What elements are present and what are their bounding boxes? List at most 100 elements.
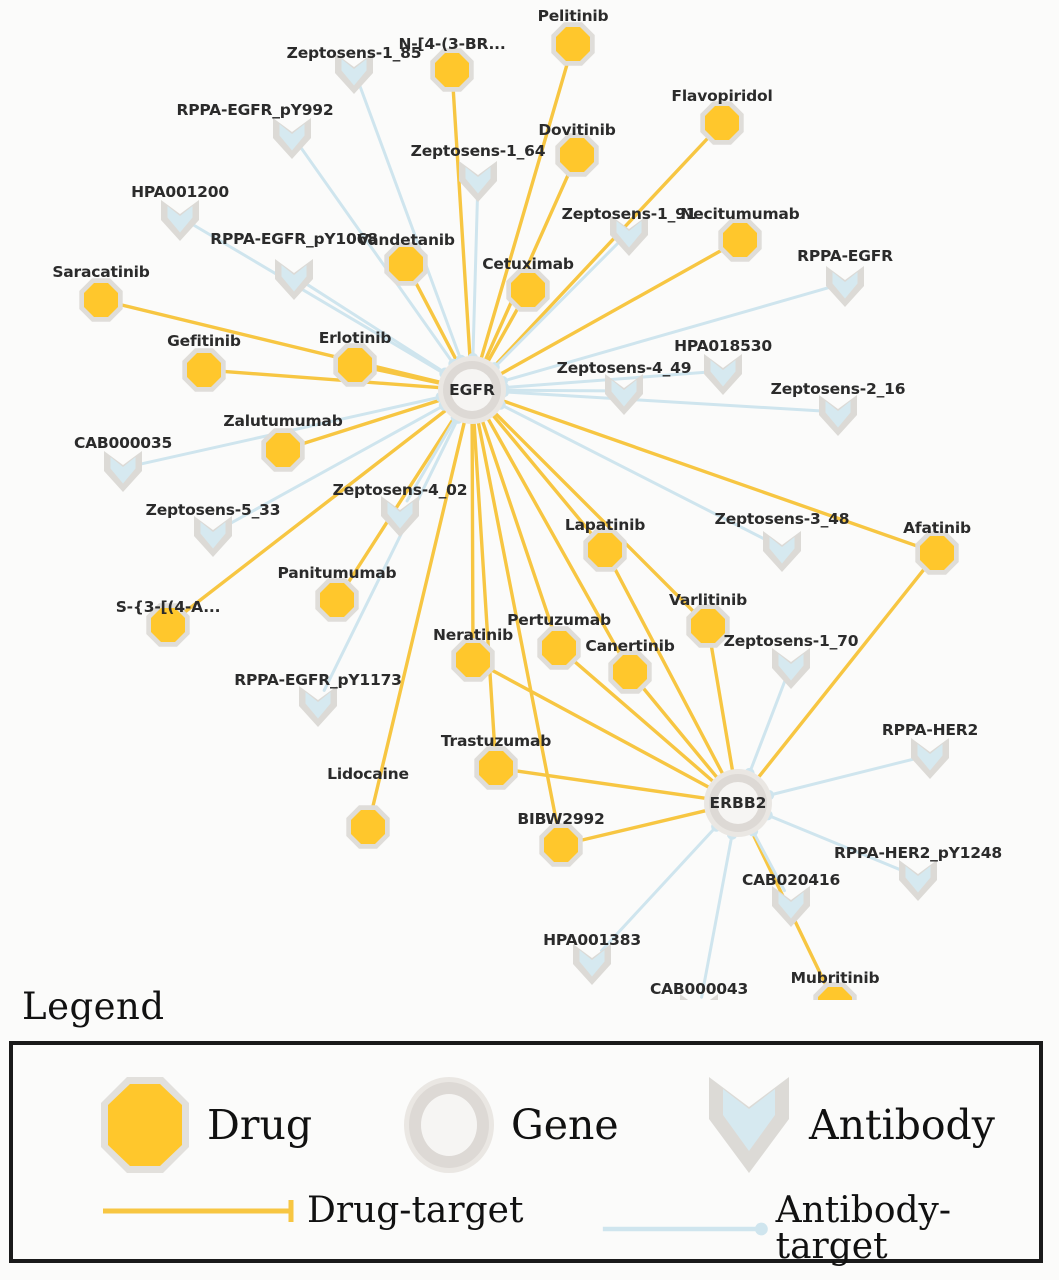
- drug-node[interactable]: [583, 528, 627, 572]
- legend: Legend Drug Gene: [0, 985, 1059, 1280]
- antibody-icon: [709, 1077, 789, 1173]
- antibody-target-edge-icon: [602, 1222, 768, 1236]
- edge-layer: [116, 59, 928, 999]
- antibody-target-edge: [700, 832, 734, 999]
- antibody-node[interactable]: [911, 738, 949, 779]
- antibody-node[interactable]: [826, 266, 864, 307]
- antibody-node[interactable]: [161, 200, 199, 241]
- network-canvas: [79, 22, 959, 1000]
- drug-target-edge: [496, 247, 726, 378]
- antibody-node[interactable]: [573, 944, 611, 985]
- drug-node[interactable]: [182, 348, 226, 392]
- gene-node-label: ERBB2: [709, 794, 767, 812]
- drug-target-edge: [478, 59, 570, 363]
- drug-node[interactable]: [146, 603, 190, 647]
- drug-node[interactable]: [608, 650, 652, 694]
- drug-node[interactable]: [384, 242, 428, 286]
- antibody-target-edge: [471, 190, 480, 360]
- legend-label-drug: Drug: [207, 1100, 313, 1149]
- drug-target-edge: [451, 86, 472, 362]
- antibody-node[interactable]: [899, 860, 937, 901]
- drug-target-edge: [220, 369, 444, 390]
- drug-target-edge: [754, 565, 928, 782]
- drug-target-edge: [412, 278, 460, 366]
- antibody-target-edge: [493, 240, 621, 369]
- antibody-target-edge: [357, 81, 463, 362]
- legend-label-antibody: Antibody: [809, 1100, 995, 1149]
- antibody-target-edge: [499, 403, 772, 544]
- legend-label-gene: Gene: [511, 1100, 619, 1149]
- drug-target-edge: [472, 418, 497, 752]
- drug-node[interactable]: [915, 531, 959, 575]
- drug-target-edge: [570, 658, 718, 786]
- drug-target-edge: [484, 304, 521, 366]
- antibody-node[interactable]: [104, 451, 142, 492]
- legend-node-antibody: Antibody: [703, 1071, 995, 1179]
- drug-target-edge: [490, 134, 712, 370]
- antibody-target-edge: [600, 825, 718, 953]
- drug-target-edge: [298, 397, 446, 447]
- drug-target-edge: [370, 417, 467, 812]
- gene-icon: [404, 1077, 494, 1173]
- antibody-node[interactable]: [763, 531, 801, 572]
- drug-target-edge: [639, 684, 721, 782]
- drug-node[interactable]: [474, 746, 518, 790]
- drug-node[interactable]: [430, 48, 474, 92]
- drug-node[interactable]: [537, 626, 581, 670]
- legend-node-gene: Gene: [401, 1073, 619, 1177]
- drug-node[interactable]: [551, 22, 595, 66]
- drug-node[interactable]: [686, 604, 730, 648]
- antibody-node[interactable]: [605, 374, 643, 415]
- legend-title: Legend: [22, 985, 165, 1028]
- drug-target-edge: [345, 413, 458, 587]
- drug-node[interactable]: [79, 278, 123, 322]
- drug-node[interactable]: [555, 133, 599, 177]
- gene-node-label: EGFR: [449, 381, 495, 399]
- legend-box: Drug Gene Antibody: [9, 1041, 1043, 1265]
- antibody-target-edge: [766, 813, 907, 874]
- drug-target-edge: [512, 768, 711, 801]
- drug-target-edge: [180, 406, 450, 616]
- antibody-node[interactable]: [704, 354, 742, 395]
- drug-node[interactable]: [333, 343, 377, 387]
- antibody-target-edge: [501, 285, 834, 383]
- drug-node[interactable]: [315, 578, 359, 622]
- drug-target-edge: [484, 414, 623, 658]
- drug-target-edge: [487, 666, 714, 791]
- antibody-target-edge: [751, 829, 786, 893]
- drug-node[interactable]: [451, 638, 495, 682]
- drug-node[interactable]: [506, 268, 550, 312]
- drug-node[interactable]: [700, 101, 744, 145]
- drug-target-edge: [611, 564, 726, 779]
- drug-node[interactable]: [346, 805, 390, 849]
- drug-node[interactable]: [539, 823, 583, 867]
- drug-icon: [101, 1077, 189, 1173]
- legend-label-antibody-target: Antibody-target: [775, 1190, 952, 1267]
- drug-target-edge: [576, 808, 711, 843]
- antibody-node[interactable]: [772, 648, 810, 689]
- drug-target-edge: [482, 169, 572, 365]
- drug-target-edge: [470, 418, 475, 644]
- antibody-node[interactable]: [459, 161, 497, 202]
- drug-target-edge: [709, 642, 735, 776]
- antibody-target-edge: [322, 417, 460, 692]
- node-layer: [79, 22, 959, 1000]
- drug-target-edge: [479, 416, 555, 633]
- antibody-target-edge: [502, 390, 826, 413]
- antibody-node[interactable]: [335, 53, 373, 94]
- legend-edge-antibody-target: Antibody-target: [601, 1193, 1039, 1265]
- antibody-node[interactable]: [194, 516, 232, 557]
- drug-target-edge: [476, 417, 560, 830]
- antibody-node[interactable]: [772, 886, 810, 927]
- drug-target-edge: [116, 302, 445, 385]
- antibody-target-edge: [502, 388, 612, 393]
- drug-target-edge: [491, 409, 697, 615]
- drug-node[interactable]: [718, 218, 762, 262]
- drug-target-edge-icon: [103, 1200, 294, 1222]
- antibody-target-edge: [223, 403, 446, 528]
- antibody-node[interactable]: [299, 686, 337, 727]
- drug-node[interactable]: [261, 428, 305, 472]
- antibody-node[interactable]: [819, 395, 857, 436]
- antibody-target-edge: [304, 282, 447, 375]
